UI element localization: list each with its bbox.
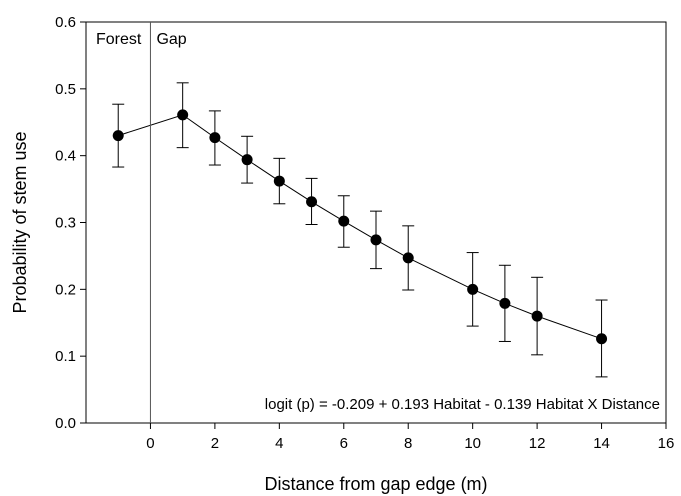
x-tick-label: 2 xyxy=(211,435,219,452)
region-label-gap: Gap xyxy=(156,31,186,48)
data-point xyxy=(338,215,350,227)
data-point xyxy=(499,297,511,309)
x-tick-label: 10 xyxy=(464,435,481,452)
y-axis-title: Probability of stem use xyxy=(10,131,30,313)
y-tick-label: 0.6 xyxy=(55,14,76,31)
x-tick-label: 16 xyxy=(658,435,675,452)
data-point xyxy=(209,132,221,144)
data-point xyxy=(177,109,189,121)
y-tick-label: 0.5 xyxy=(55,81,76,98)
x-axis-title: Distance from gap edge (m) xyxy=(264,474,487,494)
y-tick-label: 0.1 xyxy=(55,348,76,365)
data-point xyxy=(596,333,608,345)
data-point xyxy=(241,154,253,166)
region-label-forest: Forest xyxy=(96,31,142,48)
plot-frame xyxy=(85,21,667,424)
points-layer xyxy=(112,109,608,345)
model-equation-annotation: logit (p) = -0.209 + 0.193 Habitat - 0.1… xyxy=(265,396,660,413)
y-tick-label: 0.3 xyxy=(55,215,76,232)
x-tick-label: 8 xyxy=(404,435,412,452)
y-tick-label: 0.2 xyxy=(55,281,76,298)
y-tick-label: 0.4 xyxy=(55,148,76,165)
data-point xyxy=(370,234,382,246)
x-tick-label: 14 xyxy=(593,435,610,452)
series-line xyxy=(118,114,602,340)
x-tick-label: 4 xyxy=(275,435,283,452)
data-point xyxy=(112,130,124,142)
errorbar-layer xyxy=(112,82,608,378)
line-layer xyxy=(118,114,602,340)
data-point xyxy=(531,310,543,322)
data-point xyxy=(306,196,318,208)
data-point xyxy=(273,175,285,187)
x-tick-label: 0 xyxy=(146,435,154,452)
data-point xyxy=(467,283,479,295)
x-tick-label: 12 xyxy=(529,435,546,452)
y-tick-label: 0.0 xyxy=(55,415,76,432)
x-tick-label: 6 xyxy=(340,435,348,452)
ticks-layer: 0 2 4 6 8 10 12 14 16 0.0 0.1 0.2 0.3 0.4 0.5 0.6 xyxy=(55,14,674,452)
data-point xyxy=(402,252,414,264)
